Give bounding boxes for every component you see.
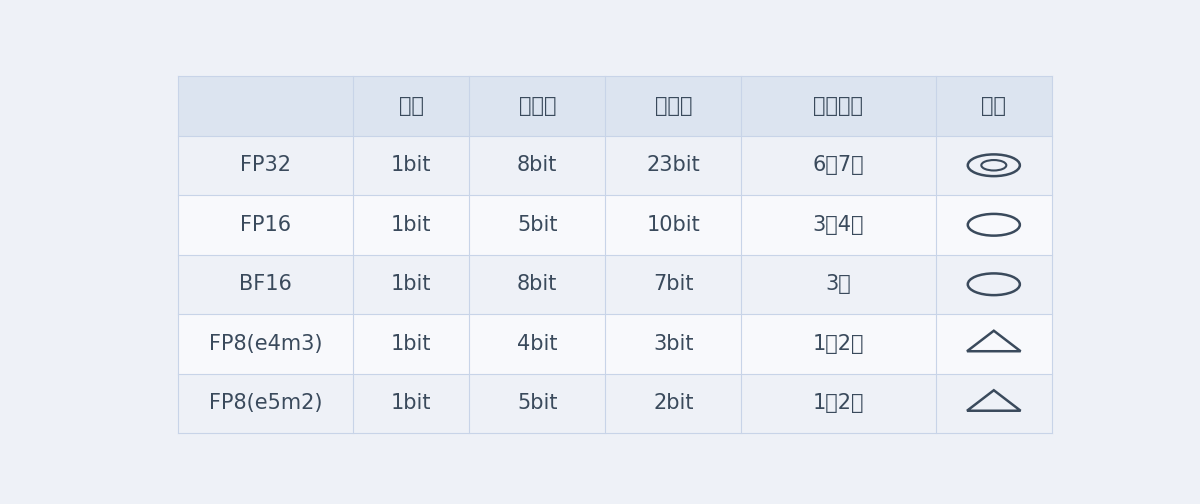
Text: 4bit: 4bit (517, 334, 558, 354)
Text: FP8(e5m2): FP8(e5m2) (209, 393, 322, 413)
Text: BF16: BF16 (239, 274, 292, 294)
Text: 3bit: 3bit (653, 334, 694, 354)
Text: 3～4桁: 3～4桁 (812, 215, 864, 235)
Text: 10bit: 10bit (647, 215, 700, 235)
Bar (178, 195, 1052, 255)
Text: FP32: FP32 (240, 155, 290, 175)
Bar (178, 255, 1052, 314)
Text: 1～2桁: 1～2桁 (812, 334, 864, 354)
Bar (178, 136, 1052, 195)
Text: 23bit: 23bit (647, 155, 700, 175)
Text: 5bit: 5bit (517, 393, 558, 413)
Text: 有効桁数: 有効桁数 (814, 96, 864, 116)
Text: 5bit: 5bit (517, 215, 558, 235)
Text: 1bit: 1bit (391, 393, 431, 413)
Text: 符号: 符号 (398, 96, 424, 116)
Text: FP8(e4m3): FP8(e4m3) (209, 334, 322, 354)
Text: 7bit: 7bit (653, 274, 694, 294)
Bar (178, 373, 1052, 433)
Text: 精度: 精度 (982, 96, 1007, 116)
Text: 1bit: 1bit (391, 274, 431, 294)
Text: 1bit: 1bit (391, 155, 431, 175)
Text: 仮数部: 仮数部 (654, 96, 692, 116)
Text: 8bit: 8bit (517, 155, 558, 175)
Text: 6～7桁: 6～7桁 (812, 155, 864, 175)
Text: 3桁: 3桁 (826, 274, 851, 294)
Text: 1bit: 1bit (391, 215, 431, 235)
Text: FP16: FP16 (240, 215, 290, 235)
Text: 2bit: 2bit (653, 393, 694, 413)
Bar (178, 76, 1052, 136)
Text: 1bit: 1bit (391, 334, 431, 354)
Text: 1～2桁: 1～2桁 (812, 393, 864, 413)
Text: 8bit: 8bit (517, 274, 558, 294)
Text: 指数部: 指数部 (518, 96, 556, 116)
Bar (178, 314, 1052, 373)
